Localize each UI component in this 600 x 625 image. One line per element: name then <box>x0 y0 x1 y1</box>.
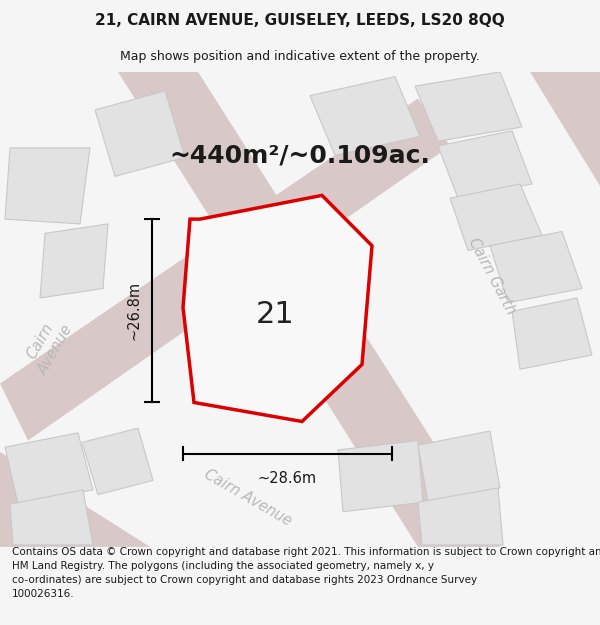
Text: ~440m²/~0.109ac.: ~440m²/~0.109ac. <box>170 144 430 168</box>
Polygon shape <box>418 431 500 502</box>
Polygon shape <box>0 452 150 547</box>
Text: Cairn Garth: Cairn Garth <box>466 235 518 317</box>
Polygon shape <box>418 488 503 545</box>
Polygon shape <box>0 99 450 441</box>
Polygon shape <box>400 72 600 186</box>
Polygon shape <box>438 131 532 198</box>
Text: Cairn
Avenue: Cairn Avenue <box>20 314 76 378</box>
Polygon shape <box>338 441 423 512</box>
Polygon shape <box>5 148 90 224</box>
Polygon shape <box>40 224 108 298</box>
Polygon shape <box>450 184 542 251</box>
Polygon shape <box>118 72 500 547</box>
Polygon shape <box>5 433 93 504</box>
Polygon shape <box>10 490 93 545</box>
Text: 21, CAIRN AVENUE, GUISELEY, LEEDS, LS20 8QQ: 21, CAIRN AVENUE, GUISELEY, LEEDS, LS20 … <box>95 12 505 28</box>
Polygon shape <box>490 231 582 302</box>
Text: Cairn Avenue: Cairn Avenue <box>202 466 295 529</box>
Polygon shape <box>82 428 153 494</box>
Polygon shape <box>310 77 420 156</box>
Polygon shape <box>183 196 372 421</box>
Text: 21: 21 <box>256 299 295 329</box>
Polygon shape <box>415 72 522 141</box>
Text: ~28.6m: ~28.6m <box>258 471 317 486</box>
Text: Map shows position and indicative extent of the property.: Map shows position and indicative extent… <box>120 49 480 62</box>
Text: Contains OS data © Crown copyright and database right 2021. This information is : Contains OS data © Crown copyright and d… <box>12 547 600 599</box>
Polygon shape <box>512 298 592 369</box>
Polygon shape <box>95 91 185 176</box>
Text: ~26.8m: ~26.8m <box>127 281 142 341</box>
